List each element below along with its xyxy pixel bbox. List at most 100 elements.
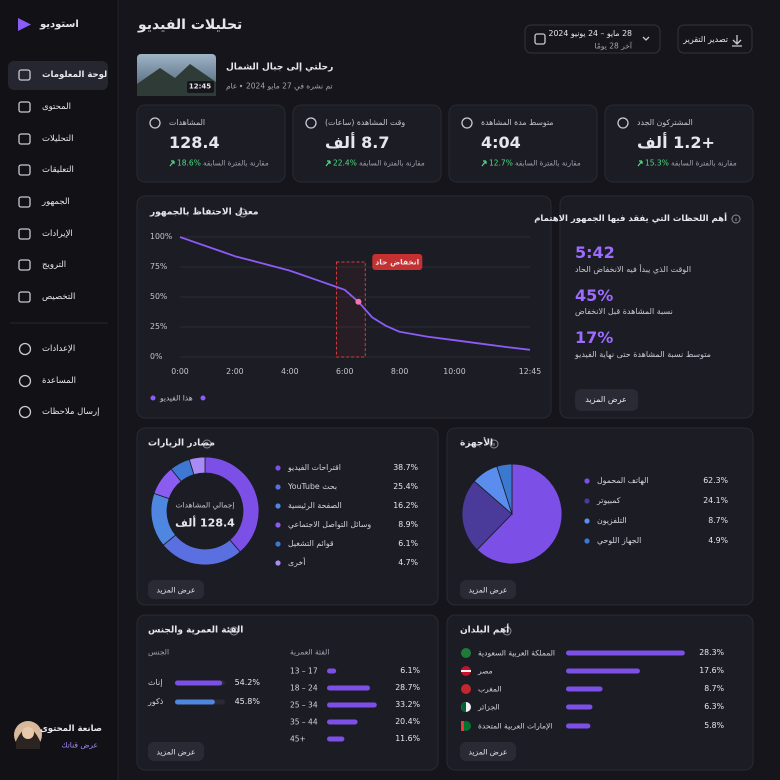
kpi-change: 15.3% [645, 158, 669, 168]
y-tick-label: 50% [150, 292, 168, 302]
card-title: الأجهزة [460, 438, 494, 449]
flag [461, 721, 464, 731]
legend-label: الجهاز اللوحي [597, 536, 642, 546]
button-label[interactable]: عرض المزيد [156, 746, 196, 756]
bar [327, 736, 345, 742]
legend-dot [275, 503, 281, 509]
user-link[interactable]: عرض قناتك [61, 740, 98, 750]
kpi-label: متوسط مدة المشاهدة [481, 118, 554, 128]
kpi-change: 22.4% [333, 158, 357, 168]
donut-label: إجمالي المشاهدات [175, 500, 235, 510]
bar-value: 5.8% [704, 721, 724, 731]
info-icon [238, 208, 248, 218]
video-visibility: عام [226, 81, 238, 91]
legend-label: التلفزيون [597, 516, 627, 526]
nav-item[interactable]: التخصيص [42, 291, 76, 302]
nav-icon [18, 133, 31, 145]
legend-dot [584, 538, 590, 544]
flag [461, 684, 471, 694]
nav-icon [18, 228, 31, 240]
nav-item[interactable]: التحليلات [42, 133, 74, 144]
nav-item[interactable]: إرسال ملاحظات [42, 406, 100, 417]
nav-icon [18, 291, 31, 303]
legend-label: وسائل التواصل الاجتماعي [288, 520, 372, 530]
button-label[interactable]: عرض المزيد [585, 395, 627, 404]
kpi-label: وقت المشاهدة (ساعات) [325, 118, 406, 128]
bar-value: 33.2% [395, 700, 420, 710]
avatar-face [22, 727, 34, 739]
bar-value: 6.3% [704, 702, 724, 712]
date-button[interactable] [524, 24, 661, 54]
x-tick-label: 0:00 [171, 367, 189, 377]
nav-item[interactable]: المحتوى [42, 101, 71, 112]
kpi-value: +1.2 ألف [637, 133, 715, 152]
flag [461, 670, 471, 672]
bar [327, 719, 358, 725]
x-tick-label: 4:00 [281, 367, 299, 377]
country-label: المغرب [478, 684, 502, 694]
button-label[interactable]: عرض المزيد [468, 746, 508, 756]
nav-item[interactable]: لوحة المعلومات [42, 69, 108, 80]
nav-icon [18, 164, 31, 176]
legend-dot [275, 522, 281, 528]
sidebar [0, 0, 118, 780]
legend-value: 4.9% [708, 536, 728, 546]
card-title: أهم اللحظات التي يفقد فيها الجمهور الاهت… [534, 213, 727, 224]
age-label: 13 – 17 [290, 666, 318, 676]
bar [327, 685, 371, 691]
nav-item[interactable]: التعليقات [42, 164, 74, 175]
nav-item[interactable]: المساعدة [42, 375, 77, 386]
bar-value: 17.6% [699, 666, 724, 676]
button[interactable] [575, 389, 638, 411]
button[interactable] [460, 742, 516, 761]
button[interactable] [148, 580, 204, 599]
kpi-change: 18.6% [177, 158, 201, 168]
age-label: 18 – 24 [290, 683, 318, 693]
bar [327, 668, 337, 674]
nav-item[interactable]: الإيرادات [42, 228, 73, 239]
highlight-region [335, 261, 366, 358]
nav-icon [18, 342, 32, 356]
kpi-value: 8.7 ألف [325, 133, 390, 152]
chart-title: معدل الاحتفاظ بالجمهور [150, 207, 259, 218]
slice [496, 463, 513, 515]
bar-value: 11.6% [395, 734, 420, 744]
button[interactable] [460, 580, 516, 599]
legend-value: 8.7% [708, 516, 728, 526]
legend-label: هذا الفيديو [160, 393, 193, 403]
age-label: 45+ [290, 734, 306, 744]
button-label[interactable]: عرض المزيد [468, 584, 508, 594]
info-icon [202, 439, 212, 449]
trend-arrow [637, 160, 643, 167]
export-icon [732, 35, 742, 47]
y-tick-label: 100% [150, 232, 173, 242]
separator-dot [239, 84, 243, 88]
bar-value: 6.1% [400, 666, 420, 676]
trend-arrow [481, 160, 487, 167]
x-tick-label: 8:00 [390, 367, 409, 377]
nav-icon [18, 374, 32, 388]
trend-arrow [325, 160, 331, 167]
user-name: صانعة المحتوى [39, 723, 102, 734]
bar [566, 668, 640, 674]
button-label[interactable]: عرض المزيد [156, 584, 196, 594]
nav-item[interactable]: الجمهور [42, 196, 70, 207]
nav-item[interactable]: الترويج [42, 259, 67, 270]
legend-value: 25.4% [393, 482, 418, 492]
nav-icon [18, 101, 31, 113]
age-label: 35 – 44 [290, 717, 318, 727]
legend-dot [200, 395, 206, 401]
moment-label: نسبة المشاهدة قبل الانخفاض [575, 307, 673, 316]
export-button[interactable] [677, 24, 753, 54]
nav-item[interactable]: الإعدادات [42, 343, 76, 354]
bar [566, 650, 685, 656]
button[interactable] [148, 742, 204, 761]
y-tick-label: 0% [150, 352, 163, 362]
kpi-note: مقارنة بالفترة السابقة [671, 158, 737, 168]
country-label: الجزائر [478, 702, 500, 712]
legend-dot [584, 518, 590, 524]
video-duration: 12:45 [188, 82, 212, 91]
logo [18, 18, 31, 31]
kpi-note: مقارنة بالفترة السابقة [515, 158, 581, 168]
